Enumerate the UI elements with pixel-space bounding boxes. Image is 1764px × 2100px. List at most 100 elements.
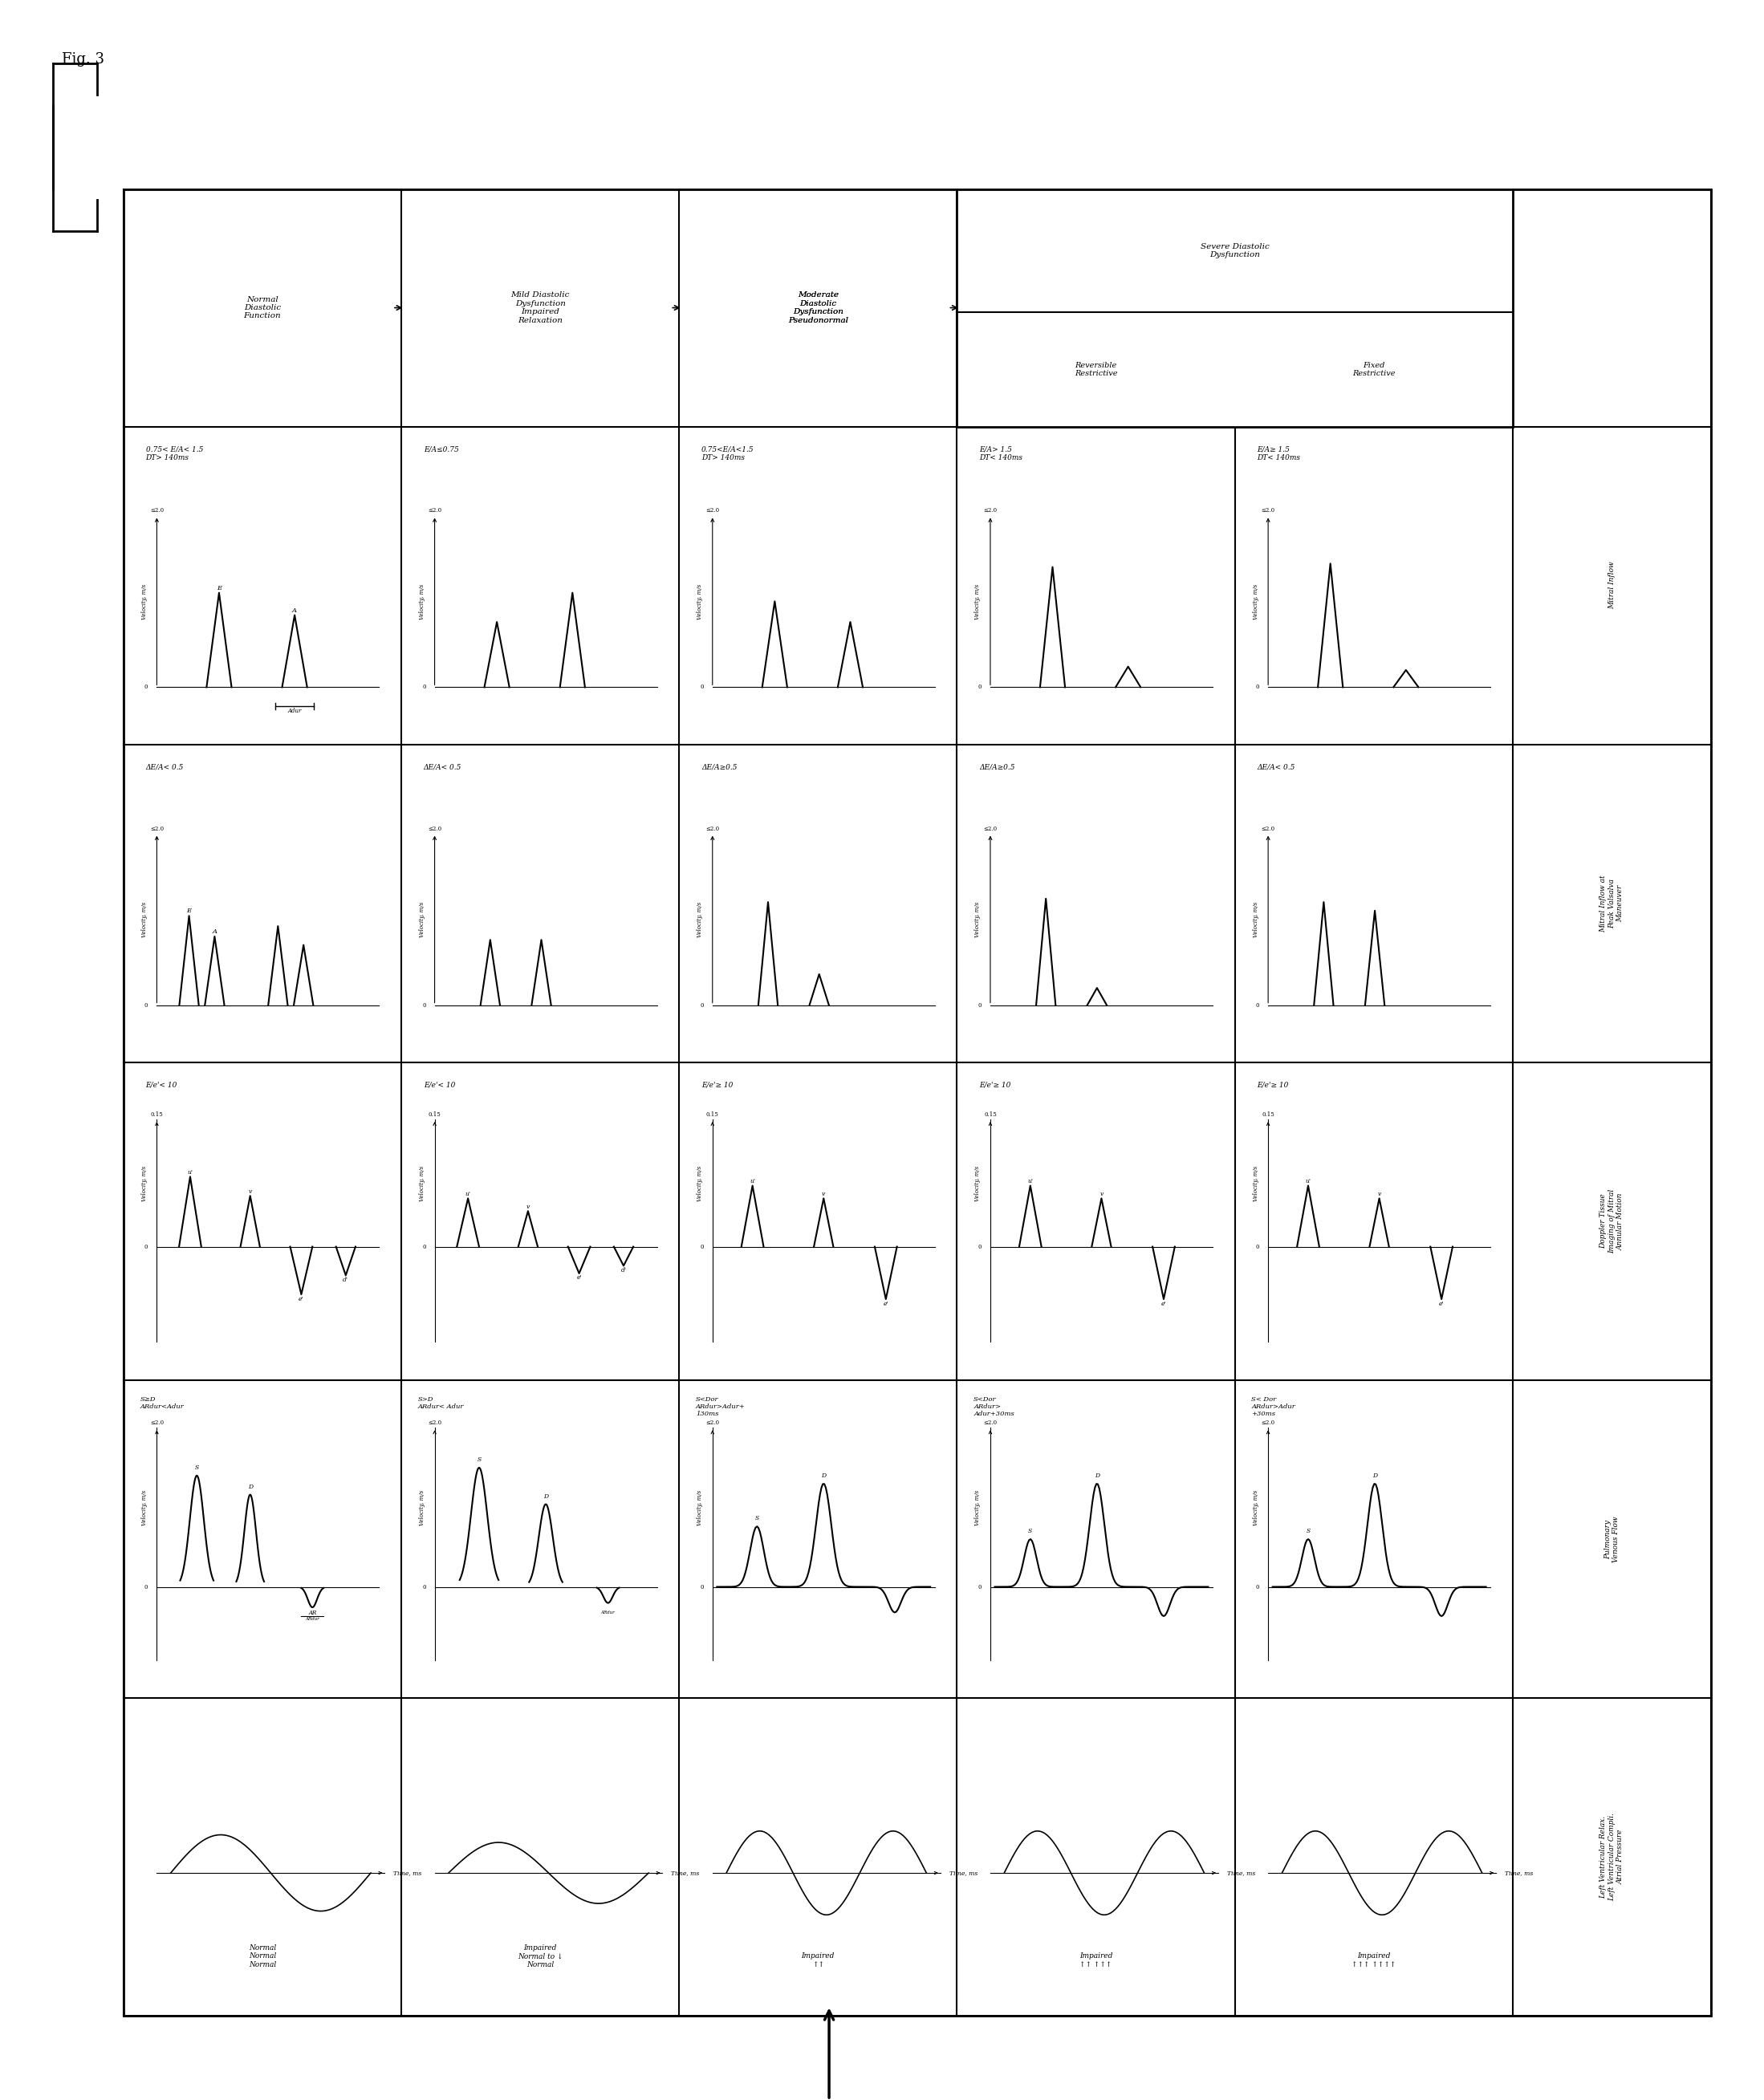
Text: 0: 0: [1256, 685, 1259, 691]
Text: v: v: [1099, 1191, 1102, 1197]
Text: Mitral Inflow: Mitral Inflow: [1609, 561, 1616, 609]
Text: E/A≤0.75: E/A≤0.75: [423, 445, 459, 454]
Text: d': d': [342, 1277, 349, 1283]
Text: ΔE/A≥0.5: ΔE/A≥0.5: [979, 764, 1014, 771]
Text: ≤2.0: ≤2.0: [984, 1420, 997, 1426]
Bar: [123, 189, 1711, 2016]
Text: S<Dor
ARdur>
Adur+30ms: S<Dor ARdur> Adur+30ms: [974, 1396, 1014, 1418]
Text: v: v: [822, 1191, 826, 1197]
Text: Fixed
Restrictive: Fixed Restrictive: [1353, 361, 1395, 378]
Text: 0.75< E/A< 1.5
DT> 140ms: 0.75< E/A< 1.5 DT> 140ms: [146, 445, 203, 462]
Text: Mitral Inflow at
Peak Valsalva
Maneuver: Mitral Inflow at Peak Valsalva Maneuver: [1600, 874, 1625, 932]
Text: Impaired
↑↑ ↑↑↑: Impaired ↑↑ ↑↑↑: [1080, 1953, 1113, 1968]
Text: ARdur: ARdur: [602, 1611, 616, 1615]
Text: ≤2.0: ≤2.0: [1261, 825, 1275, 832]
Text: Velocity, m/s: Velocity, m/s: [974, 1489, 981, 1525]
Text: D: D: [822, 1472, 826, 1478]
Text: u': u': [187, 1170, 192, 1176]
Text: A: A: [212, 928, 217, 934]
Text: S< Dor
ARdur>Adur
+30ms: S< Dor ARdur>Adur +30ms: [1251, 1396, 1295, 1418]
Text: Time, ms: Time, ms: [672, 1869, 700, 1875]
Text: Adur: Adur: [288, 708, 302, 714]
Text: S: S: [194, 1464, 199, 1470]
Text: 0.15: 0.15: [429, 1111, 441, 1117]
Text: E/e'< 10: E/e'< 10: [423, 1082, 455, 1088]
Text: Time, ms: Time, ms: [393, 1869, 422, 1875]
Text: e': e': [1161, 1300, 1166, 1306]
Text: Normal
Diastolic
Function: Normal Diastolic Function: [243, 296, 280, 319]
Text: 0.15: 0.15: [1261, 1111, 1274, 1117]
Text: 0: 0: [422, 1002, 425, 1008]
Text: E/e'≥ 10: E/e'≥ 10: [702, 1082, 734, 1088]
Text: Normal
Normal
Normal: Normal Normal Normal: [249, 1945, 277, 1968]
Text: E/A> 1.5
DT< 140ms: E/A> 1.5 DT< 140ms: [979, 445, 1023, 462]
Text: ΔE/A< 0.5: ΔE/A< 0.5: [423, 764, 462, 771]
Text: ≤2.0: ≤2.0: [984, 508, 997, 514]
Text: Time, ms: Time, ms: [1505, 1869, 1533, 1875]
Text: 0: 0: [977, 1002, 981, 1008]
Text: Pulmonary
Venous Flow: Pulmonary Venous Flow: [1603, 1516, 1619, 1562]
Text: Velocity, m/s: Velocity, m/s: [697, 1166, 704, 1201]
Text: ≤2.0: ≤2.0: [429, 508, 441, 514]
Text: A: A: [293, 607, 296, 613]
Text: E/A≥ 1.5
DT< 140ms: E/A≥ 1.5 DT< 140ms: [1258, 445, 1300, 462]
Text: u': u': [750, 1178, 755, 1184]
Text: 0: 0: [145, 1583, 148, 1590]
Text: Velocity, m/s: Velocity, m/s: [974, 584, 981, 620]
Text: e': e': [298, 1296, 303, 1302]
Text: D: D: [543, 1493, 549, 1499]
Text: 0: 0: [145, 1002, 148, 1008]
Text: Moderate
Diastolic
Dysfunction
Pseudonormal: Moderate Diastolic Dysfunction Pseudonor…: [789, 292, 848, 323]
Text: Mild Diastolic
Dysfunction
Impaired
Relaxation: Mild Diastolic Dysfunction Impaired Rela…: [512, 292, 570, 323]
Text: v: v: [249, 1189, 252, 1195]
Text: ≤2.0: ≤2.0: [150, 825, 164, 832]
Text: 0: 0: [1256, 1002, 1259, 1008]
Text: S: S: [755, 1516, 759, 1522]
Text: e': e': [577, 1275, 582, 1281]
Text: S: S: [476, 1457, 482, 1464]
Text: Time, ms: Time, ms: [949, 1869, 977, 1875]
Text: v: v: [526, 1203, 529, 1210]
Text: Velocity, m/s: Velocity, m/s: [1252, 1489, 1259, 1525]
Text: Velocity, m/s: Velocity, m/s: [697, 901, 704, 937]
Text: Doppler Tissue
Imaging of Mitral
Annular Motion: Doppler Tissue Imaging of Mitral Annular…: [1600, 1189, 1625, 1254]
Text: 0: 0: [422, 685, 425, 691]
Text: ≤2.0: ≤2.0: [984, 825, 997, 832]
Text: 0: 0: [422, 1583, 425, 1590]
Text: Velocity, m/s: Velocity, m/s: [141, 584, 148, 620]
Text: Left Ventricular Relax.
Left Ventricular Compli.
Atrial Pressure: Left Ventricular Relax. Left Ventricular…: [1600, 1812, 1625, 1901]
Text: Severe Diastolic
Dysfunction: Severe Diastolic Dysfunction: [1200, 244, 1270, 258]
Text: Velocity, m/s: Velocity, m/s: [697, 1489, 704, 1525]
Text: ≤2.0: ≤2.0: [1261, 508, 1275, 514]
Text: 0.15: 0.15: [984, 1111, 997, 1117]
Text: 0: 0: [977, 685, 981, 691]
Text: E: E: [217, 584, 222, 592]
Text: Velocity, m/s: Velocity, m/s: [418, 901, 425, 937]
Text: S>D
ARdur< Adur: S>D ARdur< Adur: [418, 1396, 464, 1409]
Text: S: S: [1028, 1529, 1032, 1535]
Text: Fig. 3: Fig. 3: [62, 52, 104, 67]
Text: Velocity, m/s: Velocity, m/s: [141, 1489, 148, 1525]
Text: e': e': [884, 1300, 889, 1306]
Text: Velocity, m/s: Velocity, m/s: [418, 1489, 425, 1525]
Text: 0: 0: [700, 685, 704, 691]
Text: AR: AR: [309, 1611, 316, 1617]
Text: Impaired
↑↑: Impaired ↑↑: [801, 1953, 834, 1968]
Text: D: D: [1372, 1472, 1378, 1478]
Text: 0: 0: [977, 1583, 981, 1590]
Text: E/e'≥ 10: E/e'≥ 10: [1258, 1082, 1289, 1088]
Text: u': u': [466, 1191, 471, 1197]
Text: Velocity, m/s: Velocity, m/s: [1252, 901, 1259, 937]
Text: e': e': [1439, 1300, 1445, 1306]
Text: E: E: [187, 907, 192, 914]
Text: ≤2.0: ≤2.0: [150, 508, 164, 514]
Text: ≤2.0: ≤2.0: [429, 1420, 441, 1426]
Text: 0: 0: [1256, 1243, 1259, 1250]
Text: v: v: [1378, 1191, 1381, 1197]
Text: ≤2.0: ≤2.0: [706, 1420, 720, 1426]
Text: 0: 0: [1256, 1583, 1259, 1590]
Text: Reversible
Restrictive: Reversible Restrictive: [1074, 361, 1117, 378]
Bar: [956, 189, 1512, 426]
Text: 0: 0: [422, 1243, 425, 1250]
Text: 0: 0: [700, 1243, 704, 1250]
